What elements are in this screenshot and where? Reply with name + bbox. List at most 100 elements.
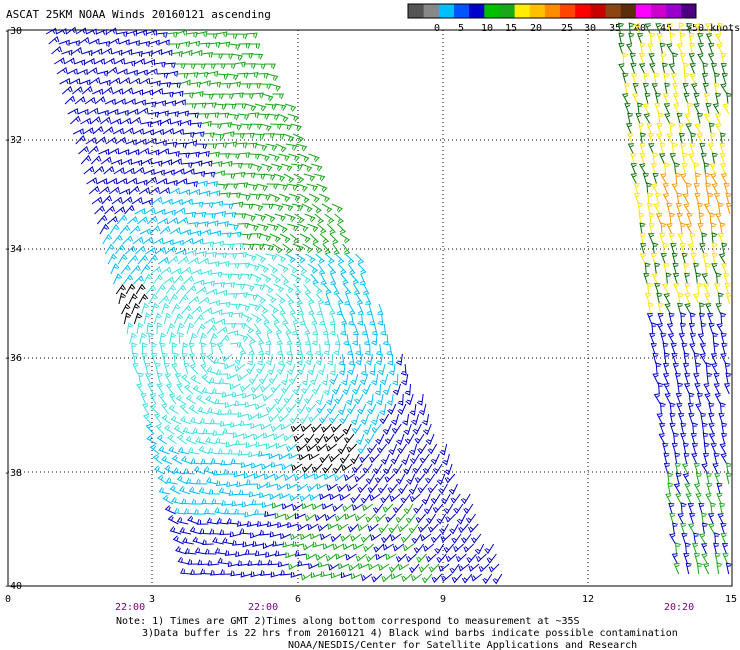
wind-barb: [369, 453, 380, 464]
wind-barb: [303, 323, 311, 335]
wind-barb: [698, 212, 705, 225]
wind-barb: [659, 232, 666, 245]
wind-barb: [436, 553, 447, 564]
wind-barb: [463, 543, 475, 553]
wind-barb: [164, 464, 176, 475]
wind-barb: [222, 93, 235, 100]
wind-barb: [250, 422, 262, 429]
wind-barb: [169, 82, 182, 89]
legend-label: >50 knots: [686, 23, 740, 34]
wind-barb: [270, 123, 283, 130]
wind-barb: [215, 480, 228, 487]
lon-label: 3: [149, 594, 155, 605]
wind-barb: [352, 503, 364, 511]
wind-barb: [264, 213, 276, 223]
wind-barb: [715, 213, 722, 225]
map-title: ASCAT 25KM NOAA Winds 20160121 ascending: [6, 8, 271, 21]
wind-barb: [297, 363, 306, 376]
wind-barb: [130, 116, 142, 125]
wind-barb: [707, 143, 715, 155]
wind-barb: [96, 70, 109, 77]
wind-barb: [704, 262, 711, 275]
wind-barb: [206, 33, 218, 40]
wind-barb: [359, 453, 370, 464]
wind-barb: [392, 383, 401, 396]
wind-barb: [340, 273, 349, 285]
legend-swatch: [529, 4, 545, 18]
wind-barb: [141, 199, 153, 206]
wind-barb: [630, 163, 637, 175]
wind-barb: [337, 523, 349, 531]
wind-barb: [397, 483, 408, 495]
wind-barb: [272, 243, 283, 254]
wind-barb: [669, 122, 676, 135]
wind-barb: [644, 92, 651, 105]
wind-barb: [154, 100, 167, 107]
wind-barb: [244, 511, 256, 518]
wind-barb: [206, 324, 218, 335]
wind-barb: [116, 214, 128, 225]
wind-barb: [159, 342, 166, 355]
wind-barb: [668, 502, 675, 515]
wind-barb: [71, 86, 83, 95]
wind-barb: [714, 33, 722, 45]
wind-barb: [323, 333, 330, 346]
wind-barb: [224, 63, 236, 70]
wind-barb: [295, 143, 308, 152]
wind-barb: [291, 463, 303, 472]
wind-barb: [173, 352, 180, 365]
wind-barb: [270, 461, 283, 468]
wind-barb: [207, 447, 220, 455]
wind-barb: [80, 117, 92, 125]
legend-swatch: [635, 4, 652, 18]
wind-barb: [173, 274, 184, 285]
wind-barb: [453, 503, 464, 514]
wind-barb: [294, 513, 306, 520]
wind-barb: [179, 189, 190, 196]
wind-barb: [141, 302, 150, 315]
wind-barb: [663, 383, 670, 395]
legend-swatch: [514, 4, 530, 18]
wind-barb: [683, 352, 690, 365]
wind-barb: [400, 363, 407, 376]
wind-barb: [132, 236, 144, 245]
wind-barb: [715, 123, 722, 135]
wind-barb: [188, 353, 196, 365]
wind-barb: [177, 216, 189, 225]
wind-barb: [354, 513, 366, 522]
wind-barb: [439, 523, 449, 535]
wind-barb: [413, 543, 425, 554]
wind-barb: [669, 402, 676, 415]
wind-barb: [171, 342, 178, 355]
wind-barb: [445, 513, 456, 523]
wind-barb: [671, 142, 678, 155]
wind-barb: [142, 413, 152, 425]
wind-barb: [444, 463, 453, 476]
wind-barb: [390, 413, 400, 426]
wind-barb: [716, 562, 723, 575]
wind-barb: [161, 198, 173, 205]
wind-barb: [174, 99, 186, 106]
wind-barb: [216, 343, 224, 355]
wind-barb: [246, 32, 258, 39]
wind-barb: [339, 493, 351, 501]
wind-barb: [233, 508, 246, 515]
wind-barb: [697, 282, 703, 295]
wind-barb: [427, 443, 438, 455]
wind-barb: [306, 443, 318, 452]
wind-barb: [330, 572, 342, 579]
wind-barb: [166, 70, 179, 77]
wind-barb: [231, 312, 244, 319]
wind-barb: [478, 563, 490, 573]
wind-barb: [163, 424, 175, 435]
wind-barb: [126, 177, 138, 185]
wind-barb: [95, 28, 107, 36]
wind-barb: [344, 433, 355, 444]
wind-barb: [674, 162, 680, 175]
wind-barb: [705, 33, 712, 45]
wind-barb: [148, 293, 158, 305]
wind-barb: [261, 501, 274, 508]
wind-barb: [285, 143, 298, 151]
wind-barb: [350, 453, 360, 465]
wind-barb: [177, 110, 189, 117]
